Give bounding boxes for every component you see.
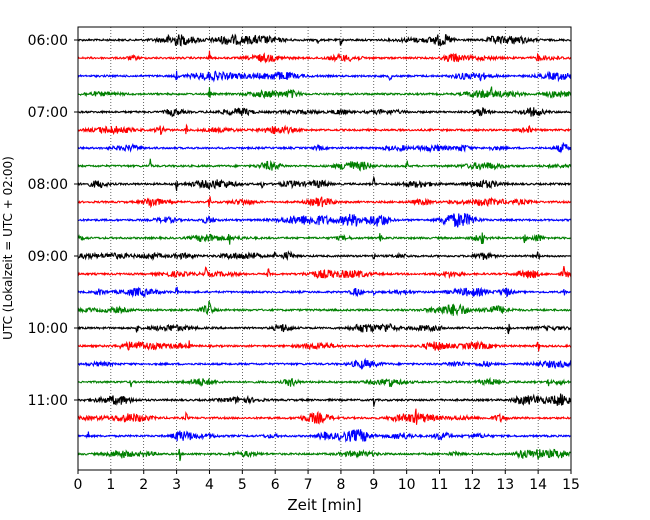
y-tick-label: 11:00 bbox=[28, 393, 68, 409]
x-tick-label: 6 bbox=[271, 477, 280, 493]
x-tick-label: 1 bbox=[106, 477, 115, 493]
seismic-trace bbox=[77, 286, 572, 299]
seismic-trace bbox=[77, 196, 572, 209]
y-tick-label: 06:00 bbox=[28, 33, 68, 49]
x-tick-label: 9 bbox=[369, 477, 378, 493]
x-axis: 0 1 2 3 4 5 6 7 8 9 10 11 12 13 14 15 bbox=[74, 470, 580, 493]
x-tick-label: 7 bbox=[304, 477, 313, 493]
seismic-trace bbox=[77, 448, 572, 462]
x-tick-label: 3 bbox=[172, 477, 181, 493]
seismic-trace bbox=[77, 323, 572, 335]
seismic-trace bbox=[77, 408, 572, 425]
seismic-trace bbox=[77, 300, 572, 317]
seismic-trace bbox=[77, 70, 572, 83]
x-tick-label: 4 bbox=[205, 477, 214, 493]
seismic-trace bbox=[77, 376, 572, 388]
y-tick-label: 08:00 bbox=[28, 177, 68, 193]
y-axis: 06:00 07:00 08:00 09:00 10:00 11:00 bbox=[28, 33, 78, 409]
plot-frame bbox=[77, 26, 572, 471]
x-tick-label: 8 bbox=[336, 477, 345, 493]
seismic-trace bbox=[77, 429, 572, 443]
y-axis-title: UTC (Lokalzeit = UTC + 02:00) bbox=[1, 156, 15, 340]
seismic-trace bbox=[77, 250, 572, 261]
x-tick-label: 10 bbox=[398, 477, 416, 493]
seismic-trace bbox=[77, 175, 572, 192]
seismic-trace bbox=[77, 86, 572, 100]
seismic-trace bbox=[77, 158, 572, 172]
x-tick-label: 13 bbox=[496, 477, 514, 493]
y-tick-label: 09:00 bbox=[28, 249, 68, 265]
seismic-trace bbox=[77, 232, 572, 245]
grid bbox=[110, 27, 539, 470]
seismic-trace bbox=[77, 123, 572, 136]
x-tick-label: 11 bbox=[431, 477, 449, 493]
seismic-trace bbox=[77, 357, 572, 370]
x-tick-label: 5 bbox=[238, 477, 247, 493]
x-axis-title: Zeit [min] bbox=[287, 496, 361, 514]
seismic-trace bbox=[77, 50, 572, 64]
y-tick-label: 10:00 bbox=[28, 321, 68, 337]
seismic-trace bbox=[77, 393, 572, 407]
seismic-trace bbox=[77, 33, 572, 47]
x-tick-label: 12 bbox=[463, 477, 481, 493]
seismic-trace bbox=[77, 340, 572, 352]
trace-group bbox=[77, 33, 572, 462]
seismic-trace bbox=[77, 107, 572, 118]
seismic-trace bbox=[77, 141, 572, 154]
y-tick-label: 07:00 bbox=[28, 105, 68, 121]
seismic-trace bbox=[77, 213, 572, 228]
x-tick-label: 2 bbox=[139, 477, 148, 493]
x-tick-label: 0 bbox=[74, 477, 83, 493]
x-tick-label: 14 bbox=[529, 477, 547, 493]
seismic-trace bbox=[77, 266, 572, 280]
x-tick-label: 15 bbox=[562, 477, 580, 493]
